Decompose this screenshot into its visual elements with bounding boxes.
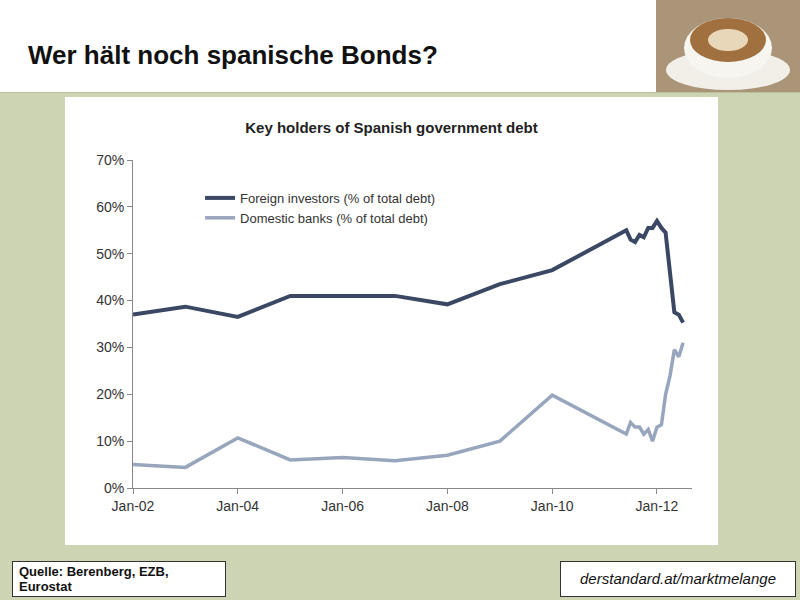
svg-text:Jan-12: Jan-12	[636, 498, 679, 514]
html-text:Quelle: Berenberg, EZB, Eurost: Quelle: Berenberg, EZB, Eurostat	[19, 564, 169, 594]
svg-text:Jan-06: Jan-06	[321, 498, 364, 514]
svg-text:Key holders of Spanish governm: Key holders of Spanish government debt	[245, 119, 538, 136]
svg-text:Foreign investors (% of total: Foreign investors (% of total debt)	[240, 191, 435, 206]
svg-text:Jan-10: Jan-10	[531, 498, 574, 514]
svg-text:0%: 0%	[104, 480, 124, 496]
svg-text:40%: 40%	[96, 292, 124, 308]
svg-text:50%: 50%	[96, 246, 124, 262]
svg-text:60%: 60%	[96, 199, 124, 215]
svg-text:70%: 70%	[96, 152, 124, 168]
svg-text:20%: 20%	[96, 386, 124, 402]
svg-text:10%: 10%	[96, 433, 124, 449]
svg-text:Jan-08: Jan-08	[426, 498, 469, 514]
html-text:derstandard.at/marktmelange: derstandard.at/marktmelange	[580, 570, 776, 587]
svg-text:Jan-04: Jan-04	[216, 498, 259, 514]
svg-text:Domestic banks (% of total deb: Domestic banks (% of total debt)	[240, 211, 428, 226]
svg-text:30%: 30%	[96, 339, 124, 355]
svg-text:Jan-02: Jan-02	[112, 498, 155, 514]
html-text:Wer hält noch spanische Bonds?: Wer hält noch spanische Bonds?	[28, 40, 438, 70]
